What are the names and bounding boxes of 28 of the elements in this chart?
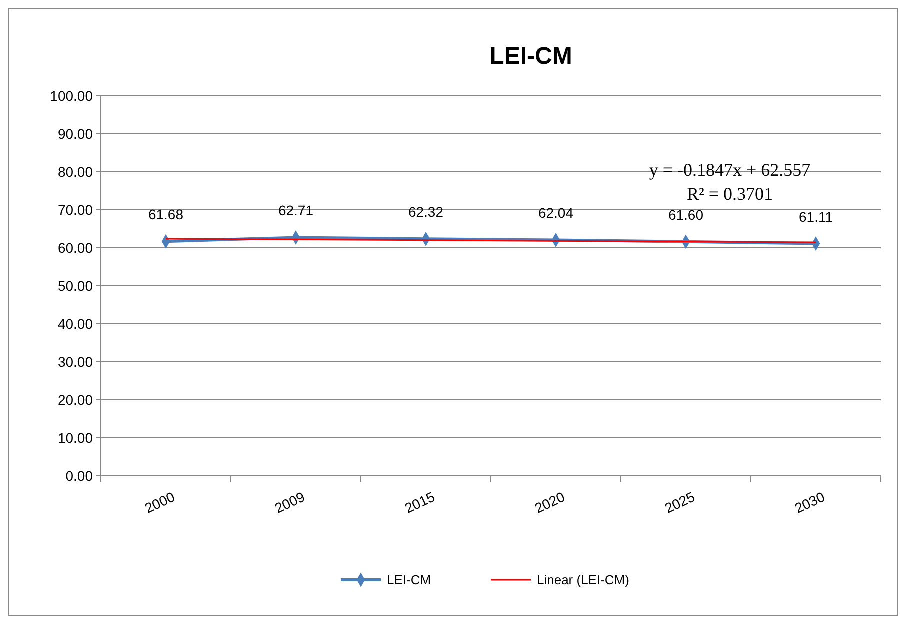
chart-title: LEI-CM: [490, 43, 572, 70]
legend-label: Linear (LEI-CM): [537, 572, 630, 588]
y-tick-label: 10.00: [58, 430, 94, 446]
x-tick-label: 2000: [142, 488, 178, 516]
y-tick-label: 30.00: [58, 354, 94, 370]
y-tick-label: 80.00: [58, 164, 94, 180]
y-tick-label: 50.00: [58, 278, 94, 294]
x-tick-label: 2030: [792, 488, 828, 516]
x-tick-label: 2025: [662, 488, 698, 516]
y-tick-label: 60.00: [58, 240, 94, 256]
x-tick-label: 2009: [272, 488, 308, 516]
x-tick-label: 2020: [532, 488, 568, 516]
y-tick-label: 90.00: [58, 126, 94, 142]
legend-label: LEI-CM: [387, 572, 432, 588]
y-tick-label: 70.00: [58, 202, 94, 218]
y-tick-label: 20.00: [58, 392, 94, 408]
data-label: 62.04: [538, 205, 574, 222]
x-tick-label: 2015: [402, 488, 438, 516]
data-label: 61.11: [799, 208, 834, 225]
data-label: 61.60: [668, 206, 704, 223]
data-label: 61.68: [148, 206, 184, 223]
annotation: R² = 0.3701: [686, 184, 774, 204]
annotation: y = -0.1847x + 62.557: [649, 160, 811, 180]
data-label: 62.32: [408, 204, 444, 220]
y-tick-label: 40.00: [58, 316, 94, 332]
data-label: 62.71: [278, 202, 314, 219]
y-tick-label: 0.00: [66, 468, 94, 484]
y-tick-label: 100.00: [50, 88, 94, 104]
